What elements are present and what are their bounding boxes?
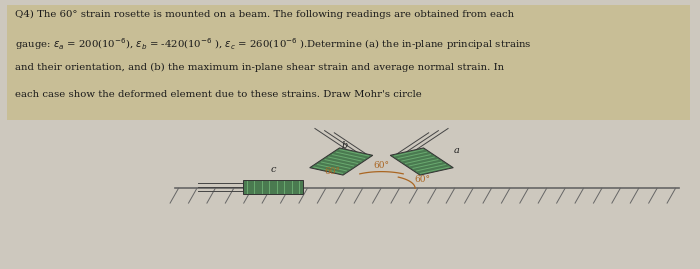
- Text: 60°: 60°: [414, 175, 430, 184]
- Polygon shape: [244, 180, 302, 194]
- Text: Q4) The 60° strain rosette is mounted on a beam. The following readings are obta: Q4) The 60° strain rosette is mounted on…: [15, 9, 514, 19]
- Text: a: a: [454, 146, 460, 155]
- Text: each case show the deformed element due to these strains. Draw Mohr's circle: each case show the deformed element due …: [15, 90, 422, 99]
- Text: gauge: $\varepsilon_a$ = 200(10$^{-6}$), $\varepsilon_b$ = -420(10$^{-6}$ ), $\v: gauge: $\varepsilon_a$ = 200(10$^{-6}$),…: [15, 36, 532, 52]
- Text: c: c: [270, 165, 276, 174]
- Text: b: b: [342, 141, 348, 150]
- Text: 60°: 60°: [374, 161, 389, 170]
- Text: and their orientation, and (b) the maximum in-plane shear strain and average nor: and their orientation, and (b) the maxim…: [15, 63, 505, 72]
- Polygon shape: [309, 148, 373, 175]
- FancyBboxPatch shape: [7, 5, 690, 120]
- Text: 60°: 60°: [325, 167, 340, 176]
- Polygon shape: [390, 148, 454, 175]
